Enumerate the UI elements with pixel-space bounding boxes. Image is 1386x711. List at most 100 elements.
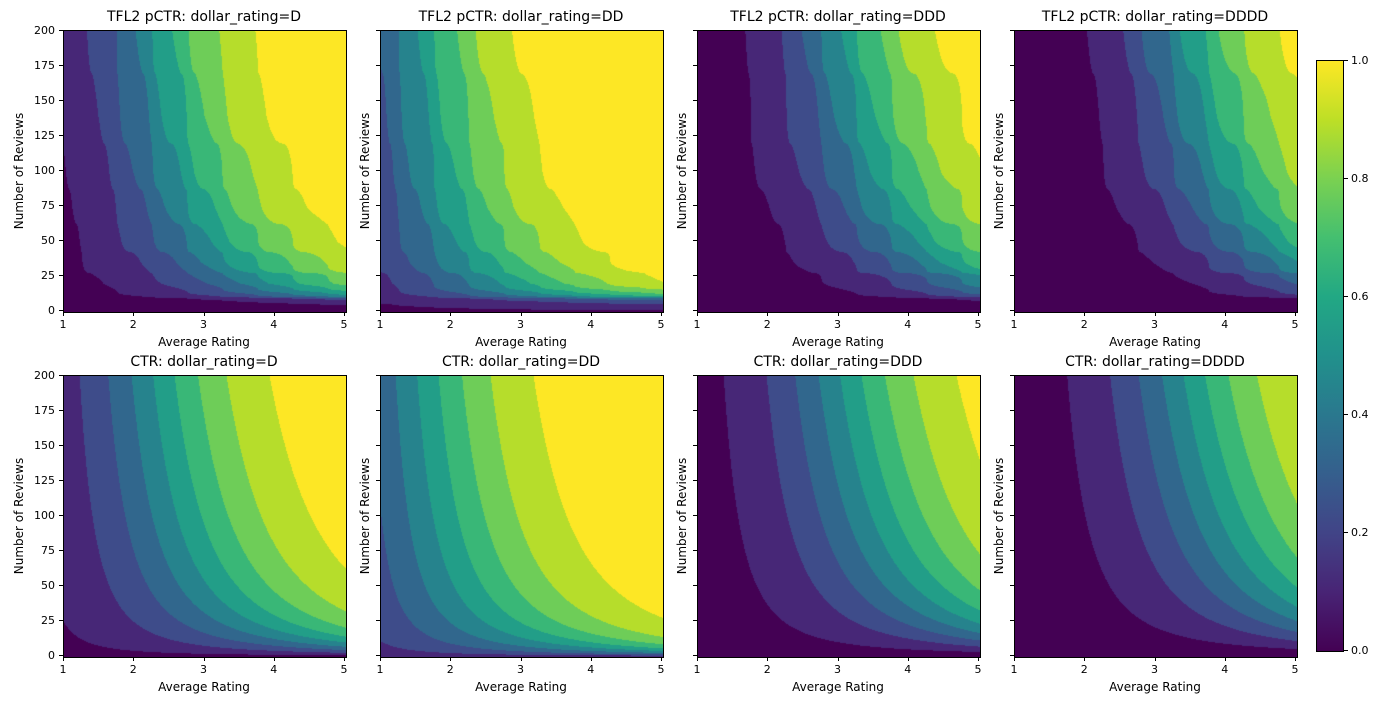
x-tick-label: 1 [693,318,701,331]
x-tick-label: 4 [270,663,278,676]
y-tick-mark [59,310,63,311]
y-tick-mark [693,620,697,621]
y-tick-mark [59,585,63,586]
y-tick-label: 0 [48,649,55,662]
x-tick-mark [1295,657,1296,661]
subplot-title: TFL2 pCTR: dollar_rating=DDD [730,9,946,25]
y-tick-mark [376,445,380,446]
y-tick-mark [693,375,697,376]
y-tick-mark [59,205,63,206]
y-tick-mark [693,410,697,411]
y-tick-mark [59,170,63,171]
colorbar-tick-label: 0.4 [1351,408,1369,421]
y-axis-label: Number of Reviews [12,112,26,229]
x-axis-label: Average Rating [1109,335,1201,349]
x-tick-label: 2 [446,663,454,676]
colorbar-tick-mark [1344,650,1348,651]
subplot-title: TFL2 pCTR: dollar_rating=DD [418,9,624,25]
x-tick-mark [380,657,381,661]
x-tick-label: 4 [904,318,912,331]
x-tick-label: 1 [1010,663,1018,676]
colorbar [1316,60,1344,652]
x-tick-mark [697,657,698,661]
x-tick-mark [1224,657,1226,661]
x-tick-mark [978,657,979,661]
y-tick-mark [376,135,380,136]
x-tick-label: 5 [340,663,348,676]
y-tick-mark [1010,30,1014,31]
y-tick-label: 200 [34,24,55,37]
subplot-title: CTR: dollar_rating=DD [441,354,601,370]
x-tick-label: 4 [270,318,278,331]
x-tick-mark [1154,657,1156,661]
x-tick-mark [1084,312,1086,316]
colorbar-tick-label: 0.8 [1351,172,1369,185]
x-tick-mark [978,312,979,316]
x-tick-label: 5 [1291,318,1299,331]
x-tick-mark [520,312,522,316]
y-tick-mark [59,135,63,136]
y-tick-mark [1010,65,1014,66]
x-tick-label: 3 [1151,318,1158,331]
y-tick-mark [376,275,380,276]
x-tick-mark [907,657,909,661]
x-tick-label: 5 [974,318,982,331]
colorbar-tick-mark [1344,60,1348,61]
y-tick-mark [376,515,380,516]
y-tick-label: 125 [34,474,55,487]
y-tick-mark [1010,620,1014,621]
y-axis-label: Number of Reviews [12,457,26,574]
y-tick-mark [693,135,697,136]
y-tick-label: 75 [41,544,55,557]
x-tick-label: 1 [59,663,67,676]
colorbar-tick-mark [1344,296,1348,297]
x-tick-mark [273,657,275,661]
y-tick-mark [59,445,63,446]
x-tick-label: 2 [763,318,771,331]
x-tick-label: 3 [1151,663,1158,676]
y-tick-label: 175 [34,404,55,417]
x-tick-label: 1 [59,318,67,331]
x-tick-label: 2 [1080,663,1088,676]
x-tick-mark [344,312,345,316]
y-tick-mark [693,585,697,586]
x-tick-label: 4 [1221,318,1229,331]
y-tick-mark [693,205,697,206]
y-tick-mark [1010,585,1014,586]
x-tick-label: 1 [376,318,384,331]
x-tick-mark [133,312,135,316]
x-tick-mark [450,657,452,661]
y-tick-mark [693,445,697,446]
x-tick-label: 3 [200,318,207,331]
y-tick-mark [1010,275,1014,276]
y-axis-label: Number of Reviews [992,112,1006,229]
y-axis-label: Number of Reviews [675,112,689,229]
x-axis-label: Average Rating [158,335,250,349]
x-tick-label: 1 [693,663,701,676]
y-tick-label: 200 [34,369,55,382]
x-tick-mark [837,312,839,316]
y-tick-label: 150 [34,439,55,452]
y-tick-mark [1010,480,1014,481]
x-tick-label: 2 [446,318,454,331]
colorbar-tick-mark [1344,178,1348,179]
y-tick-mark [376,480,380,481]
x-tick-mark [450,312,452,316]
y-tick-mark [59,30,63,31]
y-tick-mark [1010,550,1014,551]
x-tick-label: 5 [974,663,982,676]
y-tick-mark [59,410,63,411]
x-axis-label: Average Rating [475,335,567,349]
x-tick-label: 4 [904,663,912,676]
y-tick-mark [1010,410,1014,411]
y-tick-mark [693,480,697,481]
x-tick-mark [1084,657,1086,661]
x-axis-label: Average Rating [475,680,567,694]
x-tick-label: 3 [517,663,524,676]
y-axis-label: Number of Reviews [358,457,372,574]
colorbar-tick-mark [1344,532,1348,533]
y-tick-mark [693,240,697,241]
y-tick-mark [376,620,380,621]
subplot-title: CTR: dollar_rating=DDDD [1065,354,1245,370]
